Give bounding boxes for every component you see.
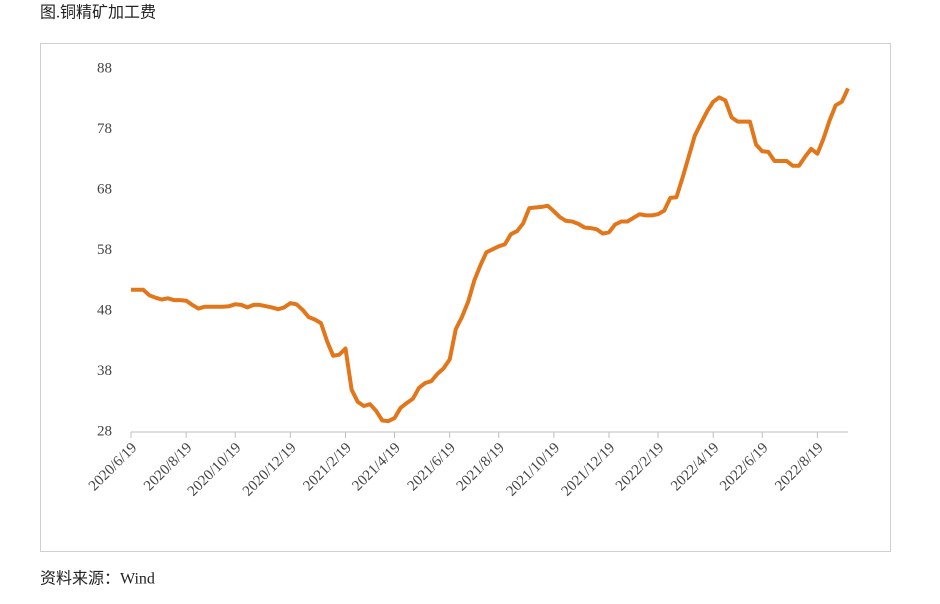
y-tick-label: 48 bbox=[97, 302, 112, 318]
x-tick-label: 2022/8/19 bbox=[772, 440, 826, 494]
y-tick-label: 88 bbox=[97, 60, 112, 76]
x-tick-label: 2022/6/19 bbox=[717, 440, 771, 494]
x-tick-label: 2021/10/19 bbox=[503, 440, 563, 500]
chart-title: 图.铜精矿加工费 bbox=[40, 4, 156, 22]
frame bbox=[40, 43, 891, 552]
x-tick-label: 2022/2/19 bbox=[613, 440, 667, 494]
x-tick-label: 2020/10/19 bbox=[185, 440, 245, 500]
x-tick-label: 2021/6/19 bbox=[405, 440, 459, 494]
x-tick-label: 2021/8/19 bbox=[454, 440, 508, 494]
x-tick-label: 2020/6/19 bbox=[86, 440, 140, 494]
x-tick-label: 2021/2/19 bbox=[300, 440, 354, 494]
x-tick-label: 2022/4/19 bbox=[668, 440, 722, 494]
y-tick-label: 28 bbox=[97, 423, 112, 439]
source-note: 资料来源：Wind bbox=[40, 570, 155, 588]
y-tick-label: 38 bbox=[97, 363, 112, 379]
y-tick-label: 78 bbox=[97, 121, 112, 137]
x-tick-label: 2020/12/19 bbox=[240, 440, 300, 500]
x-tick-label: 2021/12/19 bbox=[559, 440, 619, 500]
y-tick-label: 58 bbox=[97, 242, 112, 258]
y-tick-label: 68 bbox=[97, 181, 112, 197]
x-tick-label: 2021/4/19 bbox=[349, 440, 403, 494]
line-series bbox=[131, 87, 850, 424]
